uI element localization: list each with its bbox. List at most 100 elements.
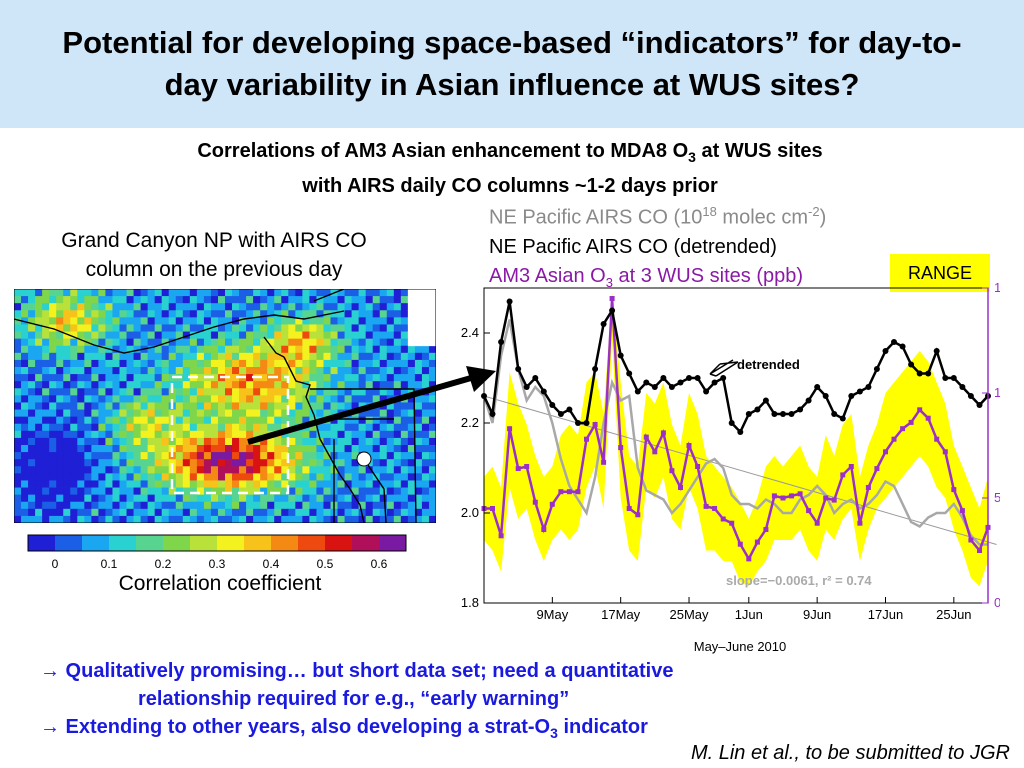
black-point xyxy=(737,429,744,435)
black-point xyxy=(609,307,616,314)
correlation-map xyxy=(14,289,436,523)
y-right-tick-label: 0 xyxy=(994,595,1000,610)
colorbar-swatch xyxy=(82,535,110,551)
black-point xyxy=(788,411,795,417)
purple-point xyxy=(524,464,530,469)
colorbar-swatch xyxy=(136,535,164,551)
purple-point xyxy=(609,296,615,301)
purple-point xyxy=(712,506,718,511)
purple-point xyxy=(865,485,871,490)
purple-point xyxy=(746,556,752,562)
title-banner: Potential for developing space-based “in… xyxy=(0,0,1024,128)
purple-point xyxy=(643,434,649,440)
colorbar-swatch xyxy=(28,535,56,551)
colorbar-swatch xyxy=(244,535,272,551)
black-point xyxy=(797,406,804,413)
bullet-2: → Extending to other years, also develop… xyxy=(40,716,648,741)
bullet-1-continued: relationship required for e.g., “early w… xyxy=(138,688,570,710)
gray-series xyxy=(482,319,988,546)
colorbar-swatch xyxy=(163,535,191,551)
purple-point xyxy=(660,430,666,436)
black-point xyxy=(540,388,547,395)
colorbar-swatch xyxy=(217,535,245,551)
purple-point xyxy=(532,499,538,505)
purple-point xyxy=(652,449,658,455)
map-title: Grand Canyon NP with AIRS CO column on t… xyxy=(14,226,414,284)
black-point xyxy=(549,402,556,408)
colorbar-swatch xyxy=(325,535,353,551)
purple-point xyxy=(686,443,692,448)
black-point xyxy=(651,384,658,390)
purple-point xyxy=(814,520,820,526)
y-left-tick-label: 2.4 xyxy=(461,325,479,340)
black-point xyxy=(762,397,769,404)
range-label: RANGE xyxy=(890,254,990,292)
purple-point xyxy=(874,466,880,472)
purple-point xyxy=(678,485,683,490)
region-box xyxy=(170,375,290,495)
colorbar-tick-label: 0.3 xyxy=(209,557,226,571)
purple-point xyxy=(566,489,572,495)
legend-black: NE Pacific AIRS CO (detrended) xyxy=(489,235,777,258)
conclusion-bullets: → Qualitatively promising… but short dat… xyxy=(40,657,673,747)
black-point xyxy=(703,388,710,395)
black-point xyxy=(506,298,513,305)
purple-point xyxy=(780,495,786,501)
x-tick-label: 9Jun xyxy=(803,607,831,622)
x-tick-label: 17May xyxy=(601,607,641,622)
x-tick-label: 9May xyxy=(536,607,568,622)
purple-point xyxy=(635,512,641,518)
purple-point xyxy=(977,548,982,553)
map-title-line2: column on the previous day xyxy=(85,258,343,281)
black-point xyxy=(498,339,505,345)
colorbar-swatch xyxy=(190,535,218,551)
legend-purple: AM3 Asian O3 at 3 WUS sites (ppb) xyxy=(489,264,804,290)
purple-point xyxy=(797,491,803,497)
subtitle-line2: with AIRS daily CO columns ~1-2 days pri… xyxy=(302,175,718,197)
black-point xyxy=(925,370,932,377)
y-right-tick-label: 5 xyxy=(994,490,1000,505)
y-left-tick-label: 1.8 xyxy=(461,595,479,610)
black-point xyxy=(600,321,607,327)
bullet-1: → Qualitatively promising… but short dat… xyxy=(40,660,674,682)
black-series xyxy=(481,298,991,435)
black-point xyxy=(532,375,539,381)
black-point xyxy=(933,348,940,354)
citation: M. Lin et al., to be submitted to JGR xyxy=(690,742,1010,764)
black-point xyxy=(873,366,880,372)
colorbar-swatch xyxy=(379,535,407,551)
slide-subtitle: Correlations of AM3 Asian enhancement to… xyxy=(60,137,960,201)
arrow-icon: → xyxy=(40,716,60,738)
black-point xyxy=(523,384,530,390)
purple-point xyxy=(541,527,547,532)
black-point xyxy=(583,420,590,426)
black-point xyxy=(720,375,727,381)
purple-point xyxy=(763,527,769,532)
black-point xyxy=(515,366,522,372)
black-point xyxy=(959,384,966,390)
black-point xyxy=(660,375,667,381)
purple-point xyxy=(618,445,624,451)
y-left-tick-label: 2.0 xyxy=(461,505,479,520)
black-point xyxy=(805,397,812,404)
gray-series-line xyxy=(482,319,988,546)
black-point xyxy=(771,411,778,417)
black-point xyxy=(916,370,923,377)
purple-point xyxy=(498,533,504,539)
purple-point xyxy=(942,449,948,455)
colorbar-swatch xyxy=(271,535,299,551)
site-marker xyxy=(356,451,372,467)
purple-point xyxy=(737,541,743,547)
purple-point xyxy=(729,520,735,526)
legend-gray: NE Pacific AIRS CO (1018 molec cm-2) xyxy=(489,204,827,229)
map-title-line1: Grand Canyon NP with AIRS CO xyxy=(61,229,367,252)
colorbar-tick-label: 0.2 xyxy=(155,557,172,571)
black-point xyxy=(575,420,581,426)
purple-point xyxy=(669,468,675,474)
purple-point xyxy=(592,422,598,427)
purple-point xyxy=(575,489,581,495)
purple-point xyxy=(507,426,513,432)
x-tick-label: 17Jun xyxy=(868,607,903,622)
black-point xyxy=(489,411,496,417)
purple-point xyxy=(789,493,794,499)
